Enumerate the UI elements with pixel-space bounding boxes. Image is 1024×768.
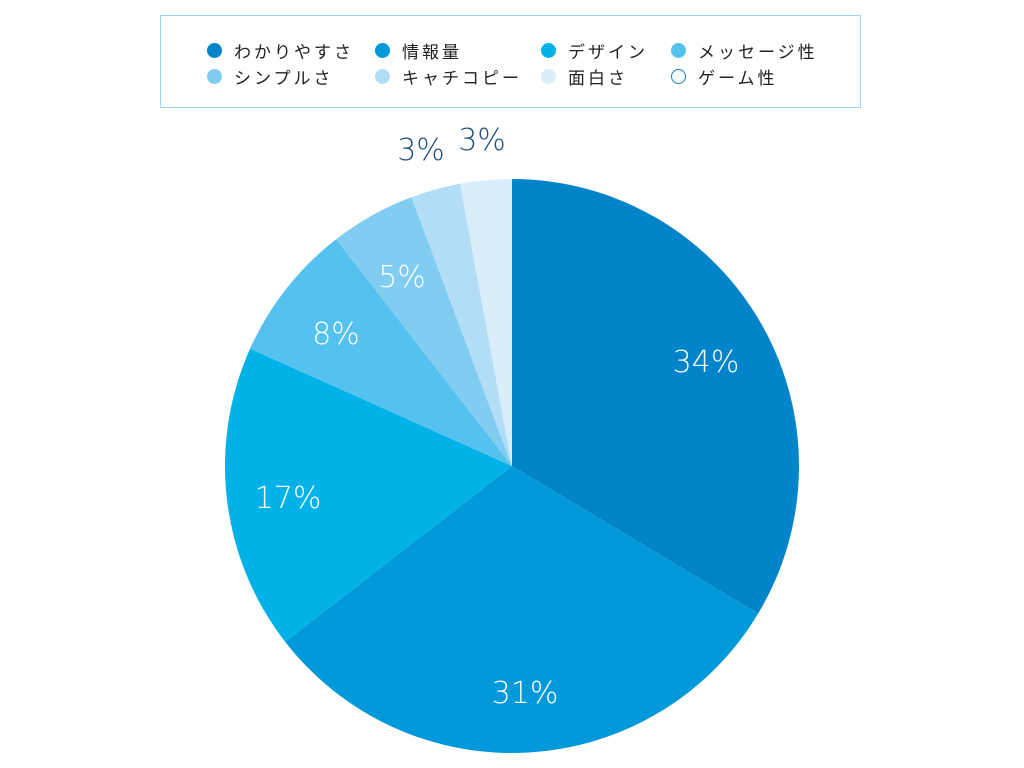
chart-legend: わかりやすさ 情報量 デザイン メッセージ性 シンプルさ キャチコピー 面白さ … — [160, 15, 861, 108]
legend-label: デザイン — [568, 42, 648, 63]
legend-label: 情報量 — [402, 42, 462, 63]
legend-swatch-icon — [207, 42, 222, 58]
pie-slices — [224, 179, 799, 753]
legend-item-message: メッセージ性 — [671, 38, 818, 63]
legend-swatch-icon — [541, 68, 556, 84]
legend-item-design: デザイン — [541, 38, 648, 63]
pie-slice — [224, 348, 512, 642]
pie-labels: 34% 31% 17% 8% 5% 3% 3% — [255, 123, 740, 711]
legend-swatch-icon — [375, 68, 390, 84]
legend-label: わかりやすさ — [234, 42, 354, 63]
legend-swatch-icon — [671, 68, 686, 84]
slice-percent-label: 17% — [255, 481, 322, 516]
legend-label: メッセージ性 — [698, 42, 818, 63]
pie-slice — [512, 179, 799, 614]
pie-slice — [250, 239, 513, 466]
legend-item-omoshirosa: 面白さ — [541, 64, 628, 89]
slice-percent-label: 3% — [458, 123, 506, 158]
legend-label: シンプルさ — [234, 68, 334, 89]
pie-slice — [285, 466, 759, 753]
legend-item-game: ゲーム性 — [671, 64, 778, 89]
slice-percent-label: 31% — [492, 676, 559, 711]
legend-item-wakariyasusa: わかりやすさ — [207, 38, 354, 63]
slice-percent-label: 8% — [312, 317, 360, 352]
legend-swatch-icon — [671, 42, 686, 58]
legend-swatch-icon — [375, 42, 390, 58]
slice-percent-label: 3% — [397, 133, 445, 168]
legend-item-catchcopy: キャチコピー — [375, 64, 522, 89]
legend-swatch-icon — [207, 68, 222, 84]
pie-slice — [411, 183, 512, 466]
pie-slice — [459, 179, 512, 466]
slice-percent-label: 5% — [378, 260, 426, 295]
legend-item-simple: シンプルさ — [207, 64, 334, 89]
legend-item-jouhouryou: 情報量 — [375, 38, 462, 63]
legend-swatch-icon — [541, 42, 556, 58]
legend-label: ゲーム性 — [698, 68, 778, 89]
legend-label: 面白さ — [568, 68, 628, 89]
legend-label: キャチコピー — [402, 68, 522, 89]
pie-slice — [336, 197, 512, 466]
slice-percent-label: 34% — [673, 345, 740, 380]
